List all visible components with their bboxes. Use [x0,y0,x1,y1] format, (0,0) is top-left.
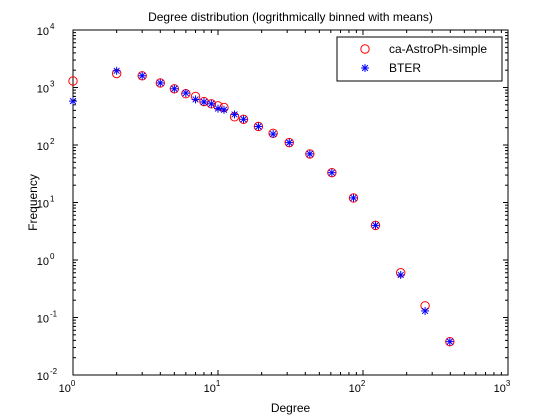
x-tick-label: 102 [349,379,366,395]
data-point-asterisk [397,271,405,279]
y-tick-exponent: 1 [50,195,55,204]
data-point-asterisk [192,95,200,103]
data-point-asterisk [200,98,208,106]
data-point-asterisk [446,338,454,346]
x-axis-label: Degree [271,401,311,415]
data-point-asterisk [269,130,277,138]
y-tick-exponent: 4 [50,22,55,31]
legend-label: BTER [389,61,421,75]
legend-label: ca-AstroPh-simple [389,42,487,56]
data-point-asterisk [306,150,314,158]
x-tick-label: 100 [59,379,76,395]
data-point-asterisk [220,106,228,114]
data-point-asterisk [69,97,77,105]
plot-area [73,30,508,375]
data-point-asterisk [350,194,358,202]
y-tick-exponent: 3 [50,80,55,89]
y-tick-label: 10 [37,141,49,153]
data-point-asterisk [254,122,262,130]
data-point-asterisk [170,85,178,93]
data-point-asterisk [214,105,222,113]
data-point-asterisk [113,67,121,75]
data-point-asterisk [372,221,380,229]
x-tick-label: 103 [494,379,511,395]
data-point-asterisk [231,110,239,118]
y-axis-label: Frequency [26,174,40,231]
y-tick-label: 10 [37,371,49,383]
x-tick-label: 101 [204,379,221,395]
chart-title: Degree distribution (logrithmically binn… [148,10,433,24]
y-tick-label: 10 [37,314,49,326]
y-tick-label: 10 [37,84,49,96]
y-tick-label: 10 [37,256,49,268]
y-tick-exponent: -2 [50,367,58,376]
y-tick-exponent: 0 [50,252,55,261]
y-tick-label: 10 [37,26,49,38]
data-point-asterisk [240,115,248,123]
data-point-asterisk [421,307,429,315]
legend-marker-asterisk [361,64,369,72]
data-point-asterisk [138,72,146,80]
data-point-asterisk [285,139,293,147]
data-point-asterisk [182,89,190,97]
data-point-asterisk [207,100,215,108]
data-point-asterisk [328,169,336,177]
y-tick-exponent: 2 [50,137,55,146]
data-point-asterisk [156,79,164,87]
y-tick-exponent: -1 [50,310,58,319]
